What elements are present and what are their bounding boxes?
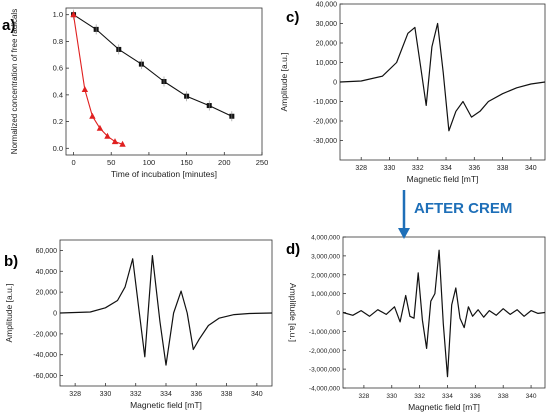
y-tick-label: 1.0: [53, 10, 63, 19]
x-tick-label: 332: [130, 391, 142, 398]
y-tick-label: 0: [53, 311, 57, 318]
x-tick-label: 334: [160, 391, 172, 398]
x-axis-label: Time of incubation [minutes]: [111, 169, 217, 179]
x-tick-label: 200: [218, 158, 231, 167]
series-line-a-1: [72, 14, 123, 145]
y-tick-label: 0.0: [53, 144, 63, 153]
chart-b: 328 330 332 334 336 338 340 -60,000 -40,000 -20,0…: [4, 239, 273, 410]
down-arrow-icon: [398, 228, 410, 239]
x-tick-label: 336: [190, 391, 202, 398]
chart-d: 328 330 332 334 336 338 340 -4,000,000 -3,000,00…: [288, 235, 546, 412]
x-tick-label: 334: [440, 165, 452, 172]
x-tick-label: 100: [143, 158, 156, 167]
series-line-d-0: [342, 249, 546, 378]
x-tick-label: 330: [386, 393, 397, 400]
y-tick-label: 2,000,000: [311, 272, 340, 279]
x-tick-label: 338: [221, 391, 233, 398]
panel-letter-a: a): [2, 17, 15, 34]
data-point-triangle: [89, 112, 96, 119]
y-tick-label: -20,000: [33, 331, 57, 338]
panel-letter-c: c): [286, 9, 299, 26]
y-tick-label: -30,000: [313, 138, 337, 145]
y-tick-label: 60,000: [36, 248, 58, 255]
x-tick-label: 328: [358, 393, 369, 400]
y-tick-label: -3,000,000: [309, 367, 340, 374]
x-axis-label: Magnetic field [mT]: [130, 400, 202, 410]
y-tick-label: 4,000,000: [311, 235, 340, 242]
series-line-c-0: [339, 22, 546, 132]
y-tick-label: 0.6: [53, 64, 63, 73]
y-tick-label: 10,000: [316, 60, 338, 67]
panel-letter-d: d): [286, 241, 300, 258]
x-tick-label: 338: [498, 393, 509, 400]
y-tick-label: -40,000: [33, 352, 57, 359]
y-axis-label: Amplitude [a.u.]: [4, 283, 14, 342]
y-tick-label: 0.8: [53, 37, 63, 46]
data-point-triangle: [81, 86, 89, 93]
x-tick-label: 340: [526, 393, 537, 400]
x-tick-label: 332: [412, 165, 424, 172]
y-tick-label: 0: [336, 310, 340, 317]
x-tick-label: 328: [69, 391, 81, 398]
panel-letter-b: b): [4, 253, 18, 270]
x-axis-label: Magnetic field [mT]: [407, 174, 479, 184]
y-tick-label: -1,000,000: [309, 329, 340, 336]
y-tick-label: -2,000,000: [309, 348, 340, 355]
x-tick-label: 0: [71, 158, 75, 167]
plot-frame-d: [342, 236, 546, 389]
y-tick-label: 40,000: [316, 2, 338, 9]
series-line-b-0: [59, 255, 273, 366]
x-tick-label: 328: [355, 165, 367, 172]
plot-frame-a: [65, 7, 263, 156]
x-tick-label: 340: [525, 165, 537, 172]
chart-c: 328 330 332 334 336 338 340 -30,000 -20,000 -10,0…: [279, 2, 546, 184]
data-point-triangle: [104, 132, 111, 139]
y-tick-label: -4,000,000: [309, 386, 340, 393]
x-tick-label: 340: [251, 391, 263, 398]
y-tick-label: 20,000: [36, 290, 58, 297]
x-tick-label: 150: [180, 158, 193, 167]
data-point-triangle: [111, 138, 119, 145]
y-tick-label: 30,000: [316, 21, 338, 28]
y-tick-label: 40,000: [36, 269, 58, 276]
y-tick-label: 1,000,000: [311, 291, 340, 298]
x-axis-label: Magnetic field [mT]: [408, 402, 480, 412]
y-tick-label: 0: [333, 80, 337, 87]
y-tick-label: -60,000: [33, 373, 57, 380]
x-tick-label: 334: [442, 393, 453, 400]
data-point-triangle: [96, 124, 104, 131]
y-tick-label: 0.2: [53, 117, 63, 126]
y-tick-label: 0.4: [53, 90, 63, 99]
x-tick-label: 250: [256, 158, 269, 167]
series-line-a-0: [73, 14, 233, 117]
y-tick-label: -20,000: [313, 119, 337, 126]
x-tick-label: 330: [384, 165, 396, 172]
data-point-triangle: [70, 11, 77, 18]
after-crem-annotation: AFTER CREM: [398, 190, 512, 239]
y-axis-label: Amplitude [a.u.]: [279, 52, 289, 111]
y-axis-label: Amplitude [a.u.]: [288, 283, 298, 342]
y-tick-label: 20,000: [316, 41, 338, 48]
x-tick-label: 50: [107, 158, 115, 167]
data-point-triangle: [119, 140, 126, 147]
x-tick-label: 336: [470, 393, 481, 400]
after-crem-label: AFTER CREM: [414, 200, 512, 217]
y-tick-label: -10,000: [313, 99, 337, 106]
plot-frame-c: [339, 3, 546, 161]
x-tick-label: 330: [100, 391, 112, 398]
x-tick-label: 338: [497, 165, 509, 172]
y-tick-label: 3,000,000: [311, 253, 340, 260]
x-tick-label: 336: [468, 165, 480, 172]
chart-a: 0 50 100 150 200 250 0.0 0.2 0.4 0.6 0.8 1.0 Time of…: [10, 7, 269, 179]
y-axis-label: Normalized concentration of free radical…: [10, 9, 19, 154]
x-tick-label: 332: [414, 393, 425, 400]
